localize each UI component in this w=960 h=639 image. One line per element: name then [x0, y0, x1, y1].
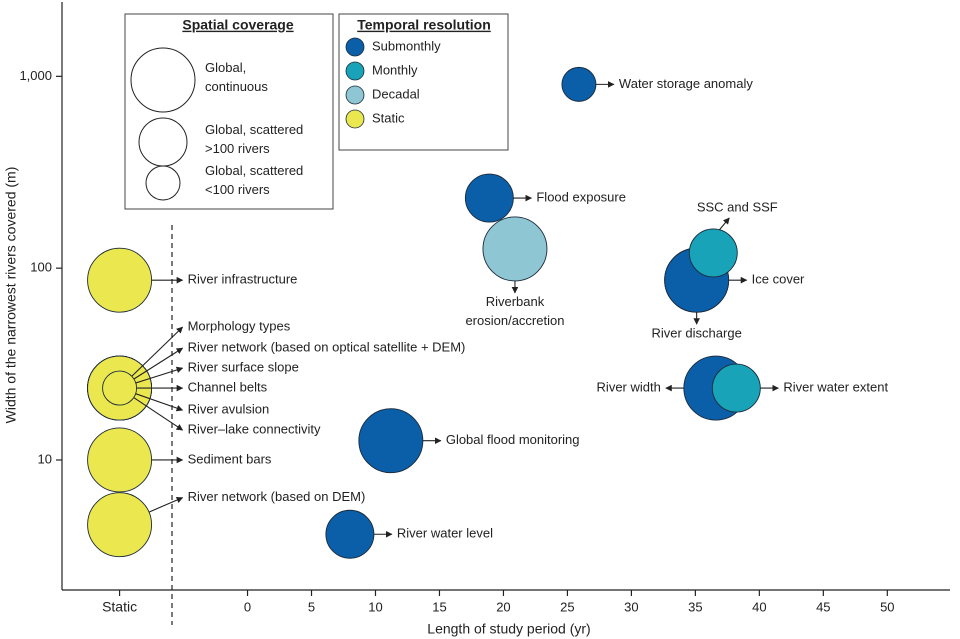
color-legend-title: Temporal resolution [357, 17, 491, 33]
x-tick-label: 35 [688, 599, 702, 614]
point-label: River avulsion [188, 402, 270, 417]
bubble [87, 427, 153, 493]
point-label: River discharge [651, 326, 741, 341]
point-label: River–lake connectivity [188, 422, 321, 437]
y-axis-label: Width of the narrowest rivers covered (m… [3, 167, 19, 424]
point-label: Ice cover [752, 272, 805, 287]
point-label: Riverbank erosion/accretion [465, 294, 564, 328]
x-tick-label: 0 [244, 599, 251, 614]
x-tick-label: 40 [752, 599, 766, 614]
size-legend-label: Global, continuous [205, 60, 268, 94]
label-arrow [133, 347, 184, 380]
bubble [358, 408, 424, 474]
color-legend-swatch [345, 85, 365, 105]
point-label: Flood exposure [536, 189, 626, 204]
size-legend-swatch [145, 165, 181, 201]
point-label: River surface slope [188, 360, 299, 375]
x-tick-label: 20 [496, 599, 510, 614]
bubble [102, 370, 138, 406]
color-legend-box [338, 13, 509, 151]
point-label: River network (based on optical satellit… [188, 340, 466, 355]
x-tick-label: Static [102, 599, 137, 615]
point-label: Sediment bars [188, 451, 272, 466]
color-legend-label: Monthly [372, 62, 418, 77]
label-arrow [148, 496, 184, 513]
point-label: River network (based on DEM) [188, 489, 366, 504]
label-arrow [133, 397, 184, 431]
point-label: Channel belts [188, 380, 268, 395]
y-tick-label: 100 [30, 260, 52, 275]
bubble [688, 228, 738, 278]
point-label: Global flood monitoring [446, 432, 580, 447]
y-tick-label: 10 [38, 451, 52, 466]
bubble [87, 247, 153, 313]
y-tick-label: 1,000 [19, 68, 52, 83]
point-label: River width [597, 380, 661, 395]
point-label: River infrastructure [188, 272, 298, 287]
color-legend-swatch [345, 37, 365, 57]
x-tick-label: 25 [560, 599, 574, 614]
bubble [482, 216, 548, 282]
point-label: Morphology types [188, 319, 291, 334]
point-label: River water level [397, 526, 493, 541]
bubble [87, 492, 153, 558]
x-axis-label: Length of study period (yr) [427, 621, 590, 637]
x-tick-label: 15 [432, 599, 446, 614]
x-tick-label: 50 [880, 599, 894, 614]
size-legend-label: Global, scattered <100 rivers [205, 163, 303, 197]
point-label: Water storage anomaly [619, 76, 753, 91]
x-tick-label: 30 [624, 599, 638, 614]
bubble [561, 66, 597, 102]
color-legend-label: Submonthly [372, 38, 441, 53]
size-legend-swatch [130, 47, 196, 113]
label-arrow [131, 326, 184, 377]
point-label: River water extent [783, 380, 888, 395]
x-tick-label: 5 [308, 599, 315, 614]
label-arrow [135, 366, 184, 384]
x-tick-label: 45 [816, 599, 830, 614]
size-legend-title: Spatial coverage [182, 17, 293, 33]
bubble [711, 363, 761, 413]
label-arrow [135, 393, 184, 412]
label-arrow [718, 217, 730, 231]
bubble [464, 173, 514, 223]
color-legend-swatch [345, 109, 365, 129]
size-legend-swatch [138, 117, 188, 167]
color-legend-label: Static [372, 110, 405, 125]
point-label: SSC and SSF [697, 199, 778, 214]
color-legend-swatch [345, 61, 365, 81]
color-legend-label: Decadal [372, 86, 420, 101]
x-tick-label: 10 [368, 599, 382, 614]
bubble [325, 509, 375, 559]
size-legend-label: Global, scattered >100 rivers [205, 122, 303, 156]
